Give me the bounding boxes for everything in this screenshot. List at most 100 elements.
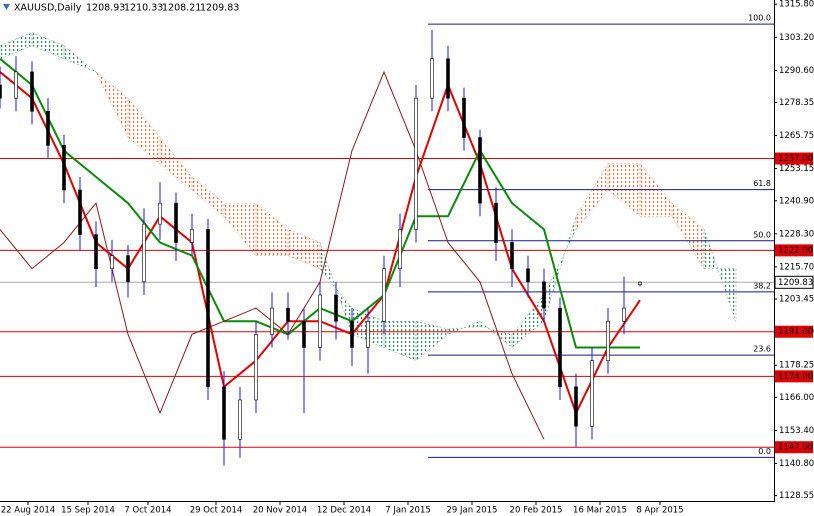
x-tick-label: 7 Oct 2014	[124, 506, 171, 516]
cloud-segment	[127, 97, 161, 165]
candle-body	[318, 294, 322, 348]
cloud-segment	[159, 136, 193, 191]
candle-body	[398, 229, 402, 270]
candle-body	[558, 307, 562, 388]
x-tick-label: 29 Jan 2015	[447, 506, 498, 516]
candle-body	[238, 399, 242, 440]
header: XAUUSD,Daily 1208.93 1210.33 1208.21 120…	[3, 3, 239, 14]
candle-body	[142, 223, 146, 283]
fib-label: 23.6	[753, 345, 771, 354]
candle-body	[366, 320, 370, 348]
fib-label: 100.0	[748, 14, 771, 23]
candle-body	[174, 202, 178, 243]
y-tick-label: 1215.70	[779, 262, 814, 272]
y-tick-label: 1240.90	[779, 196, 814, 206]
candle-body	[494, 202, 498, 243]
header-icon	[3, 4, 10, 10]
price-tag-label: 1209.83	[778, 278, 813, 288]
y-tick-label: 1303.20	[779, 33, 814, 43]
candle-body	[462, 97, 466, 138]
level-tag	[775, 441, 813, 454]
cloud-segment	[223, 202, 257, 257]
x-tick-label: 22 Aug 2014	[1, 506, 55, 516]
candle-body	[126, 255, 130, 283]
candle-body	[222, 386, 226, 440]
candle-body	[78, 189, 82, 235]
candle-body	[334, 294, 338, 322]
y-tick-label: 1153.40	[779, 426, 814, 436]
y-tick-label: 1178.25	[779, 361, 814, 371]
open-value: 1208.93	[86, 3, 125, 14]
candle-body	[542, 281, 546, 309]
level-tag-label: 1191.00	[778, 327, 813, 337]
candle-body	[14, 71, 18, 99]
candle-body	[94, 234, 98, 270]
candle-body	[0, 84, 2, 99]
y-tick-label: 1315.80	[779, 0, 814, 10]
x-tick-label: 20 Nov 2014	[253, 506, 307, 516]
candle-body	[430, 58, 434, 99]
candle-body	[190, 229, 194, 243]
candle-body	[62, 145, 66, 191]
fib-label: 38.2	[753, 281, 771, 290]
candle-body	[254, 334, 258, 401]
y-tick-label: 1253.15	[779, 164, 814, 174]
x-tick-label: 8 Apr 2015	[636, 506, 683, 516]
x-tick-label: 20 Feb 2015	[510, 506, 563, 516]
fib-label: 0.0	[758, 447, 771, 456]
candle-body	[622, 307, 626, 322]
candle-body	[382, 268, 386, 322]
candle-body	[478, 137, 482, 204]
candle-body	[446, 58, 450, 99]
fib-label: 50.0	[753, 230, 771, 239]
price-tag	[774, 275, 814, 289]
x-tick-label: 15 Sep 2014	[61, 506, 115, 516]
y-tick-label: 1290.60	[779, 66, 814, 76]
level-tag	[775, 152, 813, 165]
candle-body	[46, 110, 50, 146]
cloud-segment	[31, 32, 65, 60]
level-tag	[775, 325, 813, 338]
x-tick-label: 16 Mar 2015	[573, 506, 627, 516]
y-tick-label: 1265.75	[779, 131, 814, 141]
fib-label: 61.8	[753, 179, 771, 188]
y-tick-label: 1228.30	[779, 229, 814, 239]
level-tag-label: 1222.00	[778, 246, 813, 256]
candle-body	[206, 229, 210, 388]
candle-body	[414, 97, 418, 230]
level-tag	[775, 370, 813, 383]
candle-body	[270, 307, 274, 335]
candle-body	[590, 360, 594, 427]
low-value: 1208.21	[162, 3, 201, 14]
cloud-segment	[0, 32, 33, 60]
candle-body	[606, 320, 610, 361]
level-tag-label: 1147.00	[778, 443, 813, 453]
close-value: 1209.83	[200, 3, 239, 14]
symbol: XAUUSD,Daily	[14, 3, 82, 14]
cloud-segment	[191, 176, 225, 217]
high-value: 1210.33	[124, 3, 163, 14]
level-tag	[775, 244, 813, 257]
y-tick-label: 1140.80	[779, 459, 814, 469]
candle-body	[302, 320, 306, 348]
candle-body	[638, 282, 642, 285]
candle-body	[574, 386, 578, 427]
cloud-segment	[703, 229, 737, 322]
x-tick-label: 29 Oct 2014	[190, 506, 243, 516]
level-tag-label: 1174.00	[778, 372, 813, 382]
x-tick-label: 7 Jan 2015	[385, 506, 431, 516]
cloud-segment	[415, 320, 449, 362]
candle-body	[286, 307, 290, 322]
plot-area: 100.0 61.8 50.0 38.2 23.6 0.0	[0, 14, 774, 466]
level-tag-label: 1257.00	[778, 154, 813, 164]
y-tick-label: 1278.35	[779, 98, 814, 108]
candle-body	[350, 320, 354, 348]
cloud-segment	[383, 321, 417, 361]
candle-body	[510, 242, 514, 270]
y-tick-label: 1128.55	[779, 491, 814, 501]
cloud-segment	[255, 202, 289, 256]
candle-body	[158, 202, 162, 225]
